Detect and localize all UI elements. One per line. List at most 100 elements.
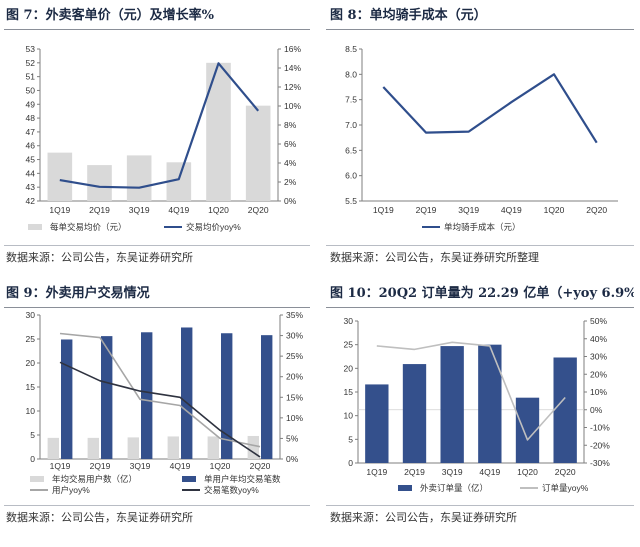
panel-2-source: 数据来源：公司公告，东吴证券研究所整理 bbox=[330, 251, 539, 264]
right-tick-label: 8% bbox=[284, 120, 297, 130]
panel-3-top-rule bbox=[4, 307, 310, 308]
left-tick-label: 42 bbox=[26, 196, 36, 206]
right-tick-label: 10% bbox=[590, 387, 607, 397]
right-tick-label: 30% bbox=[286, 331, 303, 341]
chart-4-order-volume: 0 5 10 15 20 25 30 -30% -20% -10% 0% 10% 20% 30% 40% 50… bbox=[344, 316, 611, 493]
legend-label: 交易笔数yoy% bbox=[204, 485, 259, 495]
left-tick-label: 51 bbox=[26, 72, 36, 82]
chart-1-avg-order-price: 42 43 44 45 46 47 48 49 50 51 52 53 0% 2% 4% 6% 8% 10% 12%… bbox=[26, 44, 302, 232]
panel-3-source: 数据来源：公司公告，东吴证券研究所 bbox=[6, 511, 193, 524]
panel-4-title: 图 10：20Q2 订单量为 22.29 亿单（+yoy 6.9%） bbox=[330, 286, 634, 301]
right-tick-label: 0% bbox=[590, 405, 603, 415]
chart-2-rider-cost: 5.5 6.0 6.5 7.0 7.5 8.0 8.5 1Q19 2Q19 3Q19 4Q19 1Q2… bbox=[345, 44, 618, 232]
category-label: 3Q19 bbox=[442, 467, 463, 477]
category-label: 2Q20 bbox=[248, 205, 269, 215]
series-line bbox=[382, 73, 598, 144]
left-tick-label: 30 bbox=[344, 316, 354, 326]
bar bbox=[440, 346, 464, 463]
right-tick-label: 5% bbox=[286, 433, 299, 443]
panel-3-title: 图 9：外卖用户交易情况 bbox=[6, 286, 150, 301]
bar bbox=[245, 105, 271, 201]
bar bbox=[167, 436, 179, 459]
category-label: 4Q19 bbox=[479, 467, 500, 477]
panel-4-bottom-rule bbox=[326, 505, 634, 506]
category-label: 3Q19 bbox=[129, 205, 150, 215]
category-label: 2Q20 bbox=[555, 467, 576, 477]
right-tick-label: 20% bbox=[286, 372, 303, 382]
bar bbox=[478, 344, 502, 463]
left-tick-label: 45 bbox=[26, 155, 36, 165]
bar bbox=[181, 327, 193, 459]
bar bbox=[126, 155, 152, 201]
legend-label: 交易均价yoy% bbox=[186, 222, 241, 232]
category-label: 1Q20 bbox=[544, 205, 565, 215]
category-label: 2Q19 bbox=[404, 467, 425, 477]
left-tick-label: 5 bbox=[30, 430, 35, 440]
category-label: 2Q20 bbox=[586, 205, 607, 215]
left-tick-label: 52 bbox=[26, 58, 36, 68]
left-tick-label: 43 bbox=[26, 182, 36, 192]
left-tick-label: 8.5 bbox=[345, 44, 357, 54]
category-label: 1Q20 bbox=[210, 461, 231, 471]
left-tick-label: 30 bbox=[26, 310, 36, 320]
bar bbox=[141, 332, 153, 459]
left-tick-label: 49 bbox=[26, 99, 36, 109]
category-label: 1Q20 bbox=[208, 205, 229, 215]
left-tick-label: 20 bbox=[344, 363, 354, 373]
chart-3-user-transactions: 0 5 10 15 20 25 30 0% 5% 10% 15% 20% 25% 30% 35% 1Q19 2Q… bbox=[26, 310, 304, 495]
right-tick-label: 10% bbox=[286, 413, 303, 423]
right-tick-label: -20% bbox=[590, 440, 610, 450]
right-tick-label: 2% bbox=[284, 177, 297, 187]
series-line bbox=[376, 341, 566, 441]
right-tick-label: 40% bbox=[590, 334, 607, 344]
legend-label: 年均交易用户数（亿） bbox=[52, 474, 137, 484]
left-tick-label: 46 bbox=[26, 141, 36, 151]
right-tick-label: 25% bbox=[286, 351, 303, 361]
category-label: 3Q19 bbox=[130, 461, 151, 471]
left-tick-label: 0 bbox=[348, 458, 353, 468]
bar bbox=[47, 437, 59, 459]
panel-1-top-rule bbox=[4, 29, 310, 30]
bar bbox=[61, 339, 73, 459]
left-tick-label: 15 bbox=[26, 382, 36, 392]
right-tick-label: 15% bbox=[286, 392, 303, 402]
legend-label: 用户yoy% bbox=[52, 485, 90, 495]
panel-3-bottom-rule bbox=[4, 505, 310, 506]
category-label: 1Q19 bbox=[366, 467, 387, 477]
left-tick-label: 48 bbox=[26, 113, 36, 123]
bar bbox=[261, 335, 273, 459]
series-line bbox=[59, 62, 260, 189]
bar bbox=[127, 437, 139, 459]
legend-swatch bbox=[398, 485, 412, 491]
legend-swatch bbox=[30, 476, 44, 482]
left-tick-label: 50 bbox=[26, 85, 36, 95]
panel-1-bottom-rule bbox=[4, 245, 310, 246]
left-tick-label: 7.5 bbox=[345, 95, 357, 105]
right-tick-label: 35% bbox=[286, 310, 303, 320]
right-tick-label: 12% bbox=[284, 82, 301, 92]
legend-label: 单均骑手成本（元） bbox=[444, 222, 521, 232]
left-tick-label: 10 bbox=[344, 411, 354, 421]
legend-label: 每单交易均价（元） bbox=[50, 222, 127, 232]
category-label: 2Q19 bbox=[90, 461, 111, 471]
right-tick-label: 14% bbox=[284, 63, 301, 73]
category-label: 4Q19 bbox=[168, 205, 189, 215]
left-tick-label: 53 bbox=[26, 44, 36, 54]
left-tick-label: 8.0 bbox=[345, 69, 357, 79]
panel-1-title: 图 7：外卖客单价（元）及增长率% bbox=[6, 8, 214, 23]
right-tick-label: -30% bbox=[590, 458, 610, 468]
right-tick-label: 0% bbox=[286, 454, 299, 464]
panel-4-source: 数据来源：公司公告，东吴证券研究所 bbox=[330, 511, 517, 524]
category-label: 4Q19 bbox=[170, 461, 191, 471]
panel-1-source: 数据来源：公司公告，东吴证券研究所 bbox=[6, 251, 193, 264]
legend-swatch bbox=[28, 224, 42, 230]
panel-2-bottom-rule bbox=[326, 245, 634, 246]
bar bbox=[553, 357, 577, 463]
bar bbox=[87, 437, 99, 459]
panel-2-top-rule bbox=[326, 29, 634, 30]
left-tick-label: 0 bbox=[30, 454, 35, 464]
left-tick-label: 6.5 bbox=[345, 145, 357, 155]
right-tick-label: 20% bbox=[590, 369, 607, 379]
bar bbox=[247, 435, 259, 459]
